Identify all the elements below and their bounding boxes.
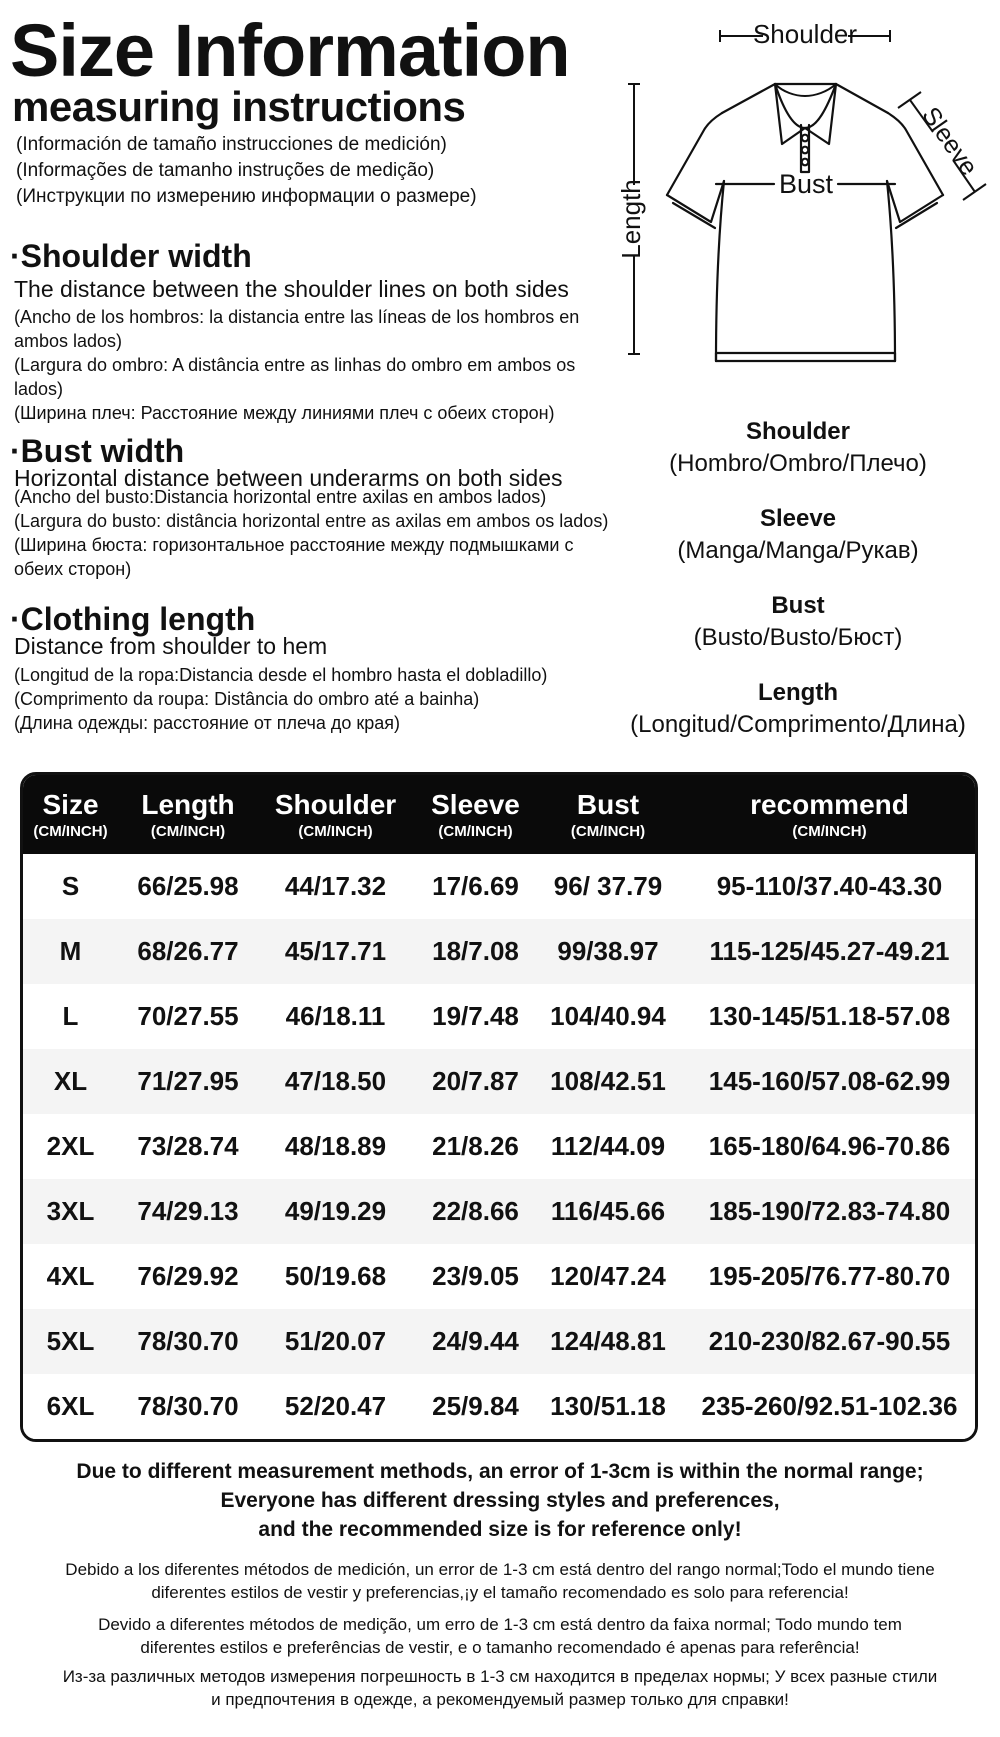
- svg-text:Bust: Bust: [779, 169, 834, 199]
- svg-text:Shoulder: Shoulder: [753, 19, 857, 49]
- svg-text:Length: Length: [616, 179, 646, 259]
- svg-text:Sleeve: Sleeve: [916, 102, 983, 181]
